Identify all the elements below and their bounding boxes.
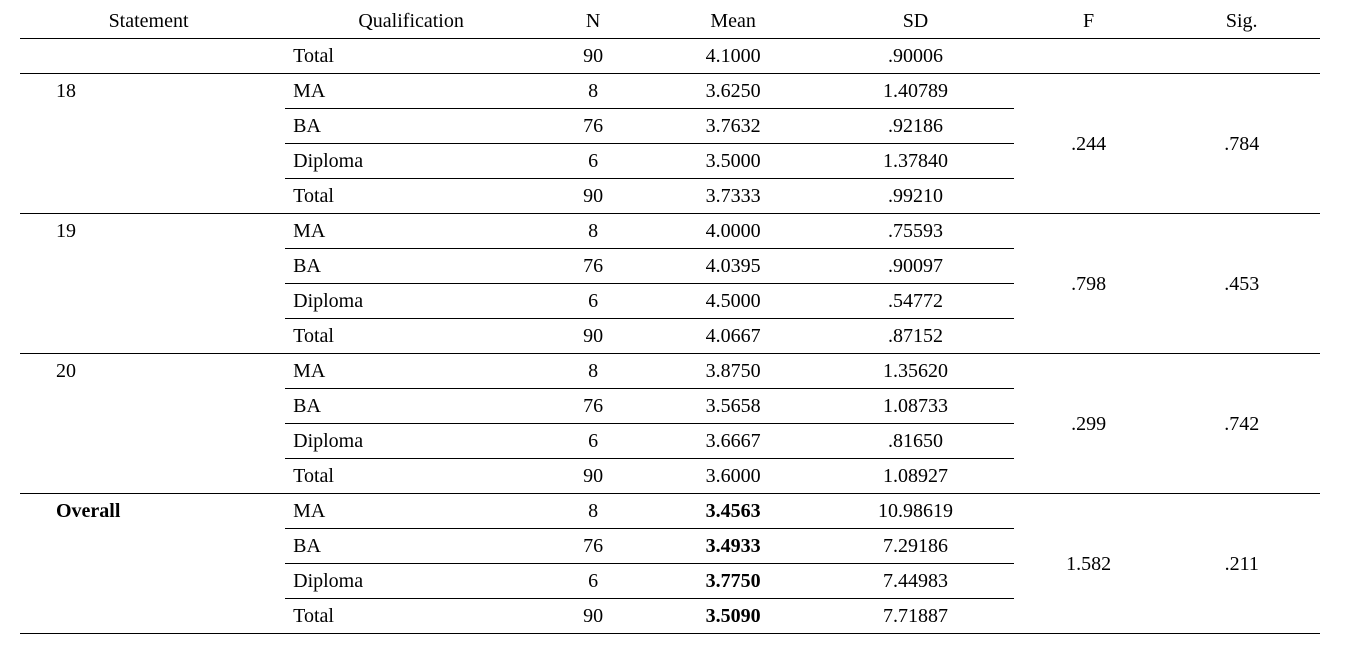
f-cell: .299	[1014, 354, 1164, 494]
n-cell: 6	[537, 564, 649, 599]
qualification-cell: Diploma	[285, 144, 537, 179]
n-cell: 90	[537, 179, 649, 214]
n-cell: 6	[537, 144, 649, 179]
qualification-cell: Total	[285, 459, 537, 494]
qualification-cell: BA	[285, 109, 537, 144]
qualification-cell: Diploma	[285, 424, 537, 459]
header-row: Statement Qualification N Mean SD F Sig.	[20, 4, 1320, 39]
sd-cell: .90006	[817, 39, 1014, 74]
mean-cell: 3.7333	[649, 179, 817, 214]
mean-cell: 3.6667	[649, 424, 817, 459]
qualification-cell: MA	[285, 354, 537, 389]
sd-cell: .75593	[817, 214, 1014, 249]
f-cell: 1.582	[1014, 494, 1164, 634]
mean-cell: 3.4933	[649, 529, 817, 564]
mean-cell: 3.6250	[649, 74, 817, 109]
n-cell: 8	[537, 74, 649, 109]
col-statement-header: Statement	[20, 4, 285, 39]
qualification-cell: Total	[285, 39, 537, 74]
n-cell: 76	[537, 249, 649, 284]
sig-cell	[1163, 39, 1320, 74]
sd-cell: .99210	[817, 179, 1014, 214]
bottom-rule	[20, 634, 1320, 636]
mean-cell: 3.8750	[649, 354, 817, 389]
f-cell	[1014, 39, 1164, 74]
col-mean-header: Mean	[649, 4, 817, 39]
n-cell: 90	[537, 319, 649, 354]
sig-cell: .784	[1163, 74, 1320, 214]
mean-cell: 3.6000	[649, 459, 817, 494]
qualification-cell: Diploma	[285, 564, 537, 599]
sd-cell: 1.08733	[817, 389, 1014, 424]
qualification-cell: Total	[285, 319, 537, 354]
sd-cell: .90097	[817, 249, 1014, 284]
col-qualification-header: Qualification	[285, 4, 537, 39]
f-cell: .244	[1014, 74, 1164, 214]
n-cell: 76	[537, 529, 649, 564]
mean-cell: 4.0395	[649, 249, 817, 284]
sd-cell: 7.44983	[817, 564, 1014, 599]
n-cell: 8	[537, 494, 649, 529]
qualification-cell: MA	[285, 74, 537, 109]
qualification-cell: MA	[285, 494, 537, 529]
sd-cell: .92186	[817, 109, 1014, 144]
sig-cell: .742	[1163, 354, 1320, 494]
mean-cell: 4.5000	[649, 284, 817, 319]
sd-cell: 1.37840	[817, 144, 1014, 179]
mean-cell: 3.7750	[649, 564, 817, 599]
col-f-header: F	[1014, 4, 1164, 39]
sd-cell: .87152	[817, 319, 1014, 354]
statement-cell: 19	[20, 214, 285, 354]
sd-cell: .81650	[817, 424, 1014, 459]
col-n-header: N	[537, 4, 649, 39]
table-row: 18MA83.62501.40789.244.784	[20, 74, 1320, 109]
qualification-cell: MA	[285, 214, 537, 249]
n-cell: 76	[537, 109, 649, 144]
n-cell: 8	[537, 354, 649, 389]
n-cell: 90	[537, 39, 649, 74]
mean-cell: 3.5090	[649, 599, 817, 634]
sd-cell: 1.35620	[817, 354, 1014, 389]
anova-table: Statement Qualification N Mean SD F Sig.…	[20, 4, 1320, 635]
mean-cell: 3.7632	[649, 109, 817, 144]
sd-cell: .54772	[817, 284, 1014, 319]
n-cell: 8	[537, 214, 649, 249]
table-row: 20MA83.87501.35620.299.742	[20, 354, 1320, 389]
n-cell: 6	[537, 424, 649, 459]
qualification-cell: Diploma	[285, 284, 537, 319]
qualification-cell: Total	[285, 179, 537, 214]
sd-cell: 7.71887	[817, 599, 1014, 634]
mean-cell: 4.0667	[649, 319, 817, 354]
mean-cell: 3.5658	[649, 389, 817, 424]
mean-cell: 3.4563	[649, 494, 817, 529]
statement-cell: Overall	[20, 494, 285, 634]
sig-cell: .453	[1163, 214, 1320, 354]
statement-cell	[20, 39, 285, 74]
sd-cell: 10.98619	[817, 494, 1014, 529]
qualification-cell: BA	[285, 249, 537, 284]
n-cell: 90	[537, 459, 649, 494]
statement-cell: 18	[20, 74, 285, 214]
n-cell: 76	[537, 389, 649, 424]
mean-cell: 3.5000	[649, 144, 817, 179]
qualification-cell: BA	[285, 389, 537, 424]
qualification-cell: BA	[285, 529, 537, 564]
sd-cell: 1.08927	[817, 459, 1014, 494]
col-sd-header: SD	[817, 4, 1014, 39]
sig-cell: .211	[1163, 494, 1320, 634]
mean-cell: 4.1000	[649, 39, 817, 74]
col-sig-header: Sig.	[1163, 4, 1320, 39]
sd-cell: 7.29186	[817, 529, 1014, 564]
table-row: 19MA84.0000.75593.798.453	[20, 214, 1320, 249]
statement-cell: 20	[20, 354, 285, 494]
n-cell: 6	[537, 284, 649, 319]
n-cell: 90	[537, 599, 649, 634]
table-row: OverallMA83.456310.986191.582.211	[20, 494, 1320, 529]
qualification-cell: Total	[285, 599, 537, 634]
f-cell: .798	[1014, 214, 1164, 354]
sd-cell: 1.40789	[817, 74, 1014, 109]
table-row: Total904.1000.90006	[20, 39, 1320, 74]
mean-cell: 4.0000	[649, 214, 817, 249]
